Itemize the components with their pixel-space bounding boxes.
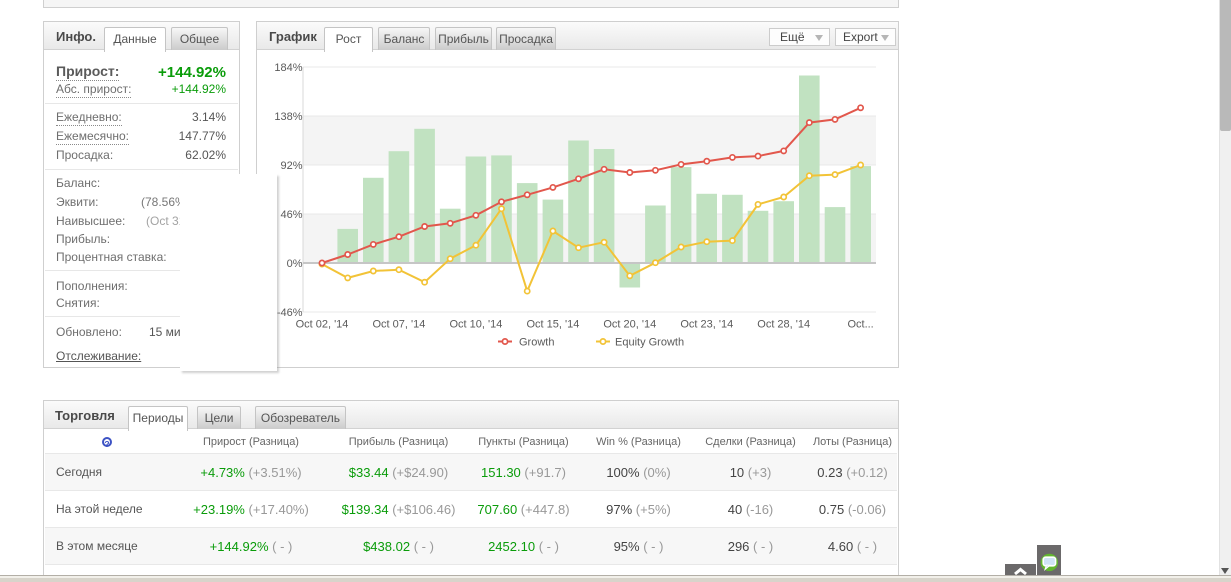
svg-text:Oct...: Oct...	[847, 319, 873, 331]
svg-text:Oct 23, '14: Oct 23, '14	[680, 319, 733, 331]
svg-text:Growth: Growth	[519, 337, 554, 349]
svg-text:Equity Growth: Equity Growth	[615, 337, 684, 349]
svg-text:92%: 92%	[280, 160, 302, 172]
svg-text:184%: 184%	[274, 62, 302, 74]
svg-text:Oct 15, '14: Oct 15, '14	[526, 319, 579, 331]
svg-text:138%: 138%	[274, 111, 302, 123]
svg-text:46%: 46%	[280, 209, 302, 221]
svg-text:Oct 10, '14: Oct 10, '14	[449, 319, 502, 331]
svg-text:Oct 20, '14: Oct 20, '14	[603, 319, 656, 331]
svg-text:-46%: -46%	[277, 307, 303, 319]
svg-text:Oct 28, '14: Oct 28, '14	[757, 319, 810, 331]
svg-text:0%: 0%	[287, 258, 303, 270]
svg-text:Oct 07, '14: Oct 07, '14	[372, 319, 425, 331]
svg-text:Oct 02, '14: Oct 02, '14	[296, 319, 349, 331]
